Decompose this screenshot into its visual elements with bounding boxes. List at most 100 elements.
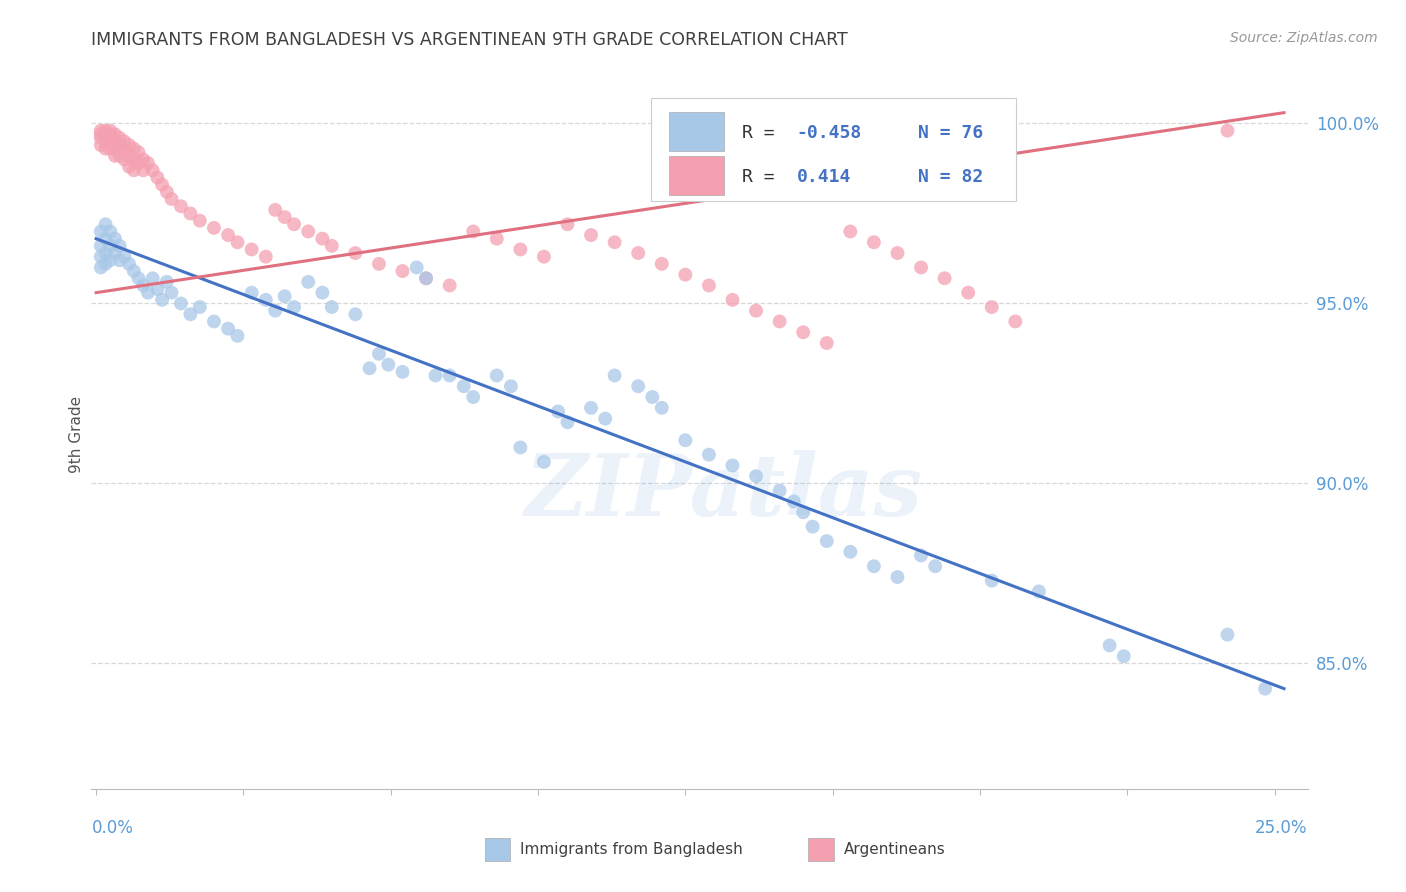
Point bbox=[132, 163, 155, 178]
Point bbox=[957, 285, 980, 300]
Point bbox=[1112, 649, 1135, 664]
Point bbox=[132, 153, 155, 167]
Point bbox=[104, 142, 127, 156]
Point bbox=[509, 441, 531, 455]
Point bbox=[673, 268, 696, 282]
Point bbox=[815, 336, 838, 351]
Point bbox=[745, 303, 768, 318]
FancyBboxPatch shape bbox=[669, 112, 724, 152]
Point bbox=[415, 271, 437, 285]
Point bbox=[94, 246, 117, 260]
Point bbox=[264, 303, 287, 318]
Point bbox=[1254, 681, 1277, 696]
Point bbox=[104, 246, 127, 260]
Point bbox=[264, 202, 287, 217]
Point bbox=[122, 153, 145, 167]
Point bbox=[94, 123, 117, 137]
Text: R =: R = bbox=[742, 125, 786, 143]
Point bbox=[94, 128, 117, 142]
Point bbox=[90, 128, 112, 142]
Point bbox=[499, 379, 522, 393]
Point bbox=[254, 250, 277, 264]
Point bbox=[150, 178, 173, 192]
Point bbox=[226, 329, 249, 343]
Point bbox=[439, 278, 461, 293]
Text: -0.458: -0.458 bbox=[797, 125, 862, 143]
Point bbox=[90, 250, 112, 264]
Point bbox=[132, 278, 155, 293]
Point bbox=[112, 153, 135, 167]
Point bbox=[156, 275, 179, 289]
Point bbox=[863, 235, 886, 250]
Point bbox=[98, 135, 121, 149]
Point bbox=[579, 401, 602, 415]
Point bbox=[108, 239, 131, 253]
Point bbox=[463, 224, 485, 238]
Point bbox=[839, 545, 862, 559]
Point bbox=[128, 271, 150, 285]
Point bbox=[980, 574, 1002, 588]
Point bbox=[226, 235, 249, 250]
Point bbox=[557, 415, 579, 429]
Point bbox=[94, 232, 117, 246]
Point bbox=[547, 404, 569, 418]
Point bbox=[768, 483, 790, 498]
Point bbox=[202, 314, 225, 328]
Point bbox=[94, 217, 117, 231]
Point bbox=[321, 300, 343, 314]
Point bbox=[391, 365, 413, 379]
Point bbox=[651, 401, 673, 415]
Point bbox=[934, 271, 956, 285]
Point bbox=[593, 411, 616, 425]
Point bbox=[863, 559, 886, 574]
Point bbox=[128, 156, 150, 170]
Text: 0.0%: 0.0% bbox=[91, 819, 134, 837]
Point bbox=[368, 347, 391, 361]
Point bbox=[104, 232, 127, 246]
Point bbox=[118, 149, 141, 163]
Text: N = 76: N = 76 bbox=[918, 125, 984, 143]
Point bbox=[108, 131, 131, 145]
Point bbox=[112, 250, 135, 264]
Point bbox=[112, 135, 135, 149]
Text: 0.414: 0.414 bbox=[797, 169, 851, 186]
Point bbox=[344, 307, 367, 321]
Point bbox=[697, 448, 720, 462]
Text: Argentineans: Argentineans bbox=[844, 842, 945, 856]
Point bbox=[980, 300, 1002, 314]
Point bbox=[146, 282, 169, 296]
Point bbox=[98, 128, 121, 142]
Point bbox=[886, 246, 908, 260]
Point bbox=[118, 160, 141, 174]
Point bbox=[801, 519, 824, 533]
Point bbox=[359, 361, 381, 376]
Point bbox=[142, 271, 165, 285]
Point bbox=[509, 243, 531, 257]
Point bbox=[254, 293, 277, 307]
Point bbox=[557, 217, 579, 231]
Point bbox=[240, 285, 263, 300]
Point bbox=[118, 257, 141, 271]
Point bbox=[311, 232, 333, 246]
Point bbox=[98, 253, 121, 268]
Text: Source: ZipAtlas.com: Source: ZipAtlas.com bbox=[1230, 31, 1378, 45]
Point bbox=[485, 368, 508, 383]
Point bbox=[603, 235, 626, 250]
Text: ZIPatlas: ZIPatlas bbox=[524, 450, 922, 533]
Point bbox=[721, 293, 744, 307]
Point bbox=[344, 246, 367, 260]
Point bbox=[533, 455, 555, 469]
Point bbox=[108, 138, 131, 153]
Point bbox=[425, 368, 447, 383]
Point bbox=[603, 368, 626, 383]
Point bbox=[94, 142, 117, 156]
Point bbox=[783, 494, 806, 508]
Point bbox=[98, 123, 121, 137]
Point bbox=[405, 260, 427, 275]
Point bbox=[90, 138, 112, 153]
Point bbox=[98, 224, 121, 238]
Point bbox=[641, 390, 664, 404]
Point bbox=[98, 239, 121, 253]
Point bbox=[108, 253, 131, 268]
Point bbox=[104, 128, 127, 142]
